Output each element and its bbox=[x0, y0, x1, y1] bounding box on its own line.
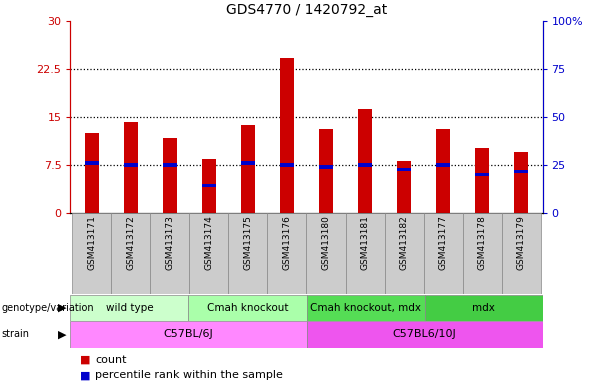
Text: ▶: ▶ bbox=[58, 329, 66, 339]
Text: ■: ■ bbox=[80, 370, 90, 380]
Bar bbox=[70, 295, 189, 321]
Text: GSM413177: GSM413177 bbox=[438, 215, 447, 270]
Bar bbox=[346, 213, 384, 294]
Text: percentile rank within the sample: percentile rank within the sample bbox=[95, 370, 283, 380]
Bar bbox=[306, 321, 543, 348]
Bar bbox=[501, 213, 541, 294]
Bar bbox=[85, 133, 99, 213]
Bar bbox=[514, 170, 528, 173]
Text: GSM413173: GSM413173 bbox=[166, 215, 175, 270]
Text: GSM413174: GSM413174 bbox=[205, 215, 213, 270]
Bar bbox=[475, 148, 489, 213]
Bar bbox=[124, 163, 138, 167]
Bar bbox=[280, 163, 294, 167]
Bar bbox=[306, 213, 346, 294]
Bar bbox=[241, 161, 255, 165]
Title: GDS4770 / 1420792_at: GDS4770 / 1420792_at bbox=[226, 3, 387, 17]
Bar bbox=[85, 161, 99, 165]
Bar bbox=[514, 152, 528, 213]
Bar bbox=[241, 125, 255, 213]
Bar bbox=[112, 213, 150, 294]
Bar bbox=[189, 213, 229, 294]
Text: GSM413181: GSM413181 bbox=[360, 215, 370, 270]
Bar bbox=[189, 295, 306, 321]
Bar bbox=[150, 213, 189, 294]
Bar bbox=[397, 161, 411, 213]
Bar bbox=[475, 173, 489, 177]
Text: GSM413180: GSM413180 bbox=[321, 215, 330, 270]
Bar bbox=[358, 163, 372, 167]
Text: Cmah knockout: Cmah knockout bbox=[207, 303, 288, 313]
Bar bbox=[306, 295, 424, 321]
Bar bbox=[436, 129, 450, 213]
Text: GSM413176: GSM413176 bbox=[283, 215, 292, 270]
Bar bbox=[280, 58, 294, 213]
Bar bbox=[424, 213, 463, 294]
Bar bbox=[267, 213, 306, 294]
Text: Cmah knockout, mdx: Cmah knockout, mdx bbox=[310, 303, 421, 313]
Bar bbox=[319, 129, 333, 213]
Bar bbox=[229, 213, 267, 294]
Bar bbox=[124, 122, 138, 213]
Bar bbox=[436, 163, 450, 167]
Text: strain: strain bbox=[1, 329, 29, 339]
Text: GSM413178: GSM413178 bbox=[478, 215, 487, 270]
Bar bbox=[202, 159, 216, 213]
Bar bbox=[70, 321, 306, 348]
Bar bbox=[358, 109, 372, 213]
Bar bbox=[163, 138, 177, 213]
Text: count: count bbox=[95, 355, 126, 365]
Bar bbox=[384, 213, 424, 294]
Bar bbox=[319, 165, 333, 169]
Bar bbox=[397, 168, 411, 171]
Text: GSM413179: GSM413179 bbox=[517, 215, 525, 270]
Bar bbox=[463, 213, 501, 294]
Text: GSM413175: GSM413175 bbox=[243, 215, 253, 270]
Text: ■: ■ bbox=[80, 355, 90, 365]
Text: mdx: mdx bbox=[472, 303, 495, 313]
Text: GSM413171: GSM413171 bbox=[88, 215, 96, 270]
Text: C57BL6/10J: C57BL6/10J bbox=[393, 329, 456, 339]
Text: ▶: ▶ bbox=[58, 303, 66, 313]
Text: GSM413182: GSM413182 bbox=[400, 215, 408, 270]
Bar bbox=[163, 163, 177, 167]
Text: GSM413172: GSM413172 bbox=[126, 215, 135, 270]
Bar bbox=[72, 213, 112, 294]
Bar bbox=[202, 184, 216, 187]
Text: C57BL/6J: C57BL/6J bbox=[164, 329, 213, 339]
Text: wild type: wild type bbox=[105, 303, 153, 313]
Bar bbox=[424, 295, 543, 321]
Text: genotype/variation: genotype/variation bbox=[1, 303, 94, 313]
